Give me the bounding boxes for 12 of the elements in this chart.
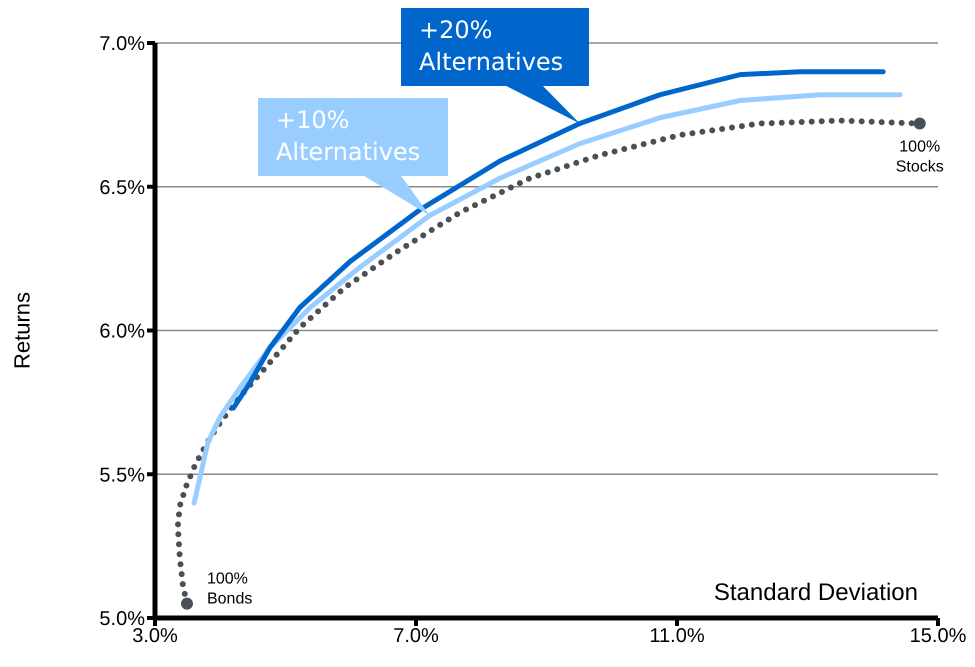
y-tick-label: 7.0% bbox=[99, 33, 146, 56]
x-tick-label: 11.0% bbox=[649, 625, 705, 648]
x-tick-label: 3.0% bbox=[132, 625, 178, 648]
y-tick-label: 6.0% bbox=[99, 320, 146, 343]
x-axis-title: Standard Deviation bbox=[714, 579, 918, 606]
annotation: 100% Stocks bbox=[896, 138, 944, 176]
x-tick-label: 7.0% bbox=[393, 625, 440, 648]
x-tick-label: 15.0% bbox=[910, 625, 967, 648]
y-tick-label: 6.5% bbox=[99, 176, 146, 199]
y-tick-label: 5.5% bbox=[99, 464, 146, 486]
annotation: 100% Bonds bbox=[206, 570, 252, 608]
y-axis-title: Returns bbox=[10, 292, 34, 370]
